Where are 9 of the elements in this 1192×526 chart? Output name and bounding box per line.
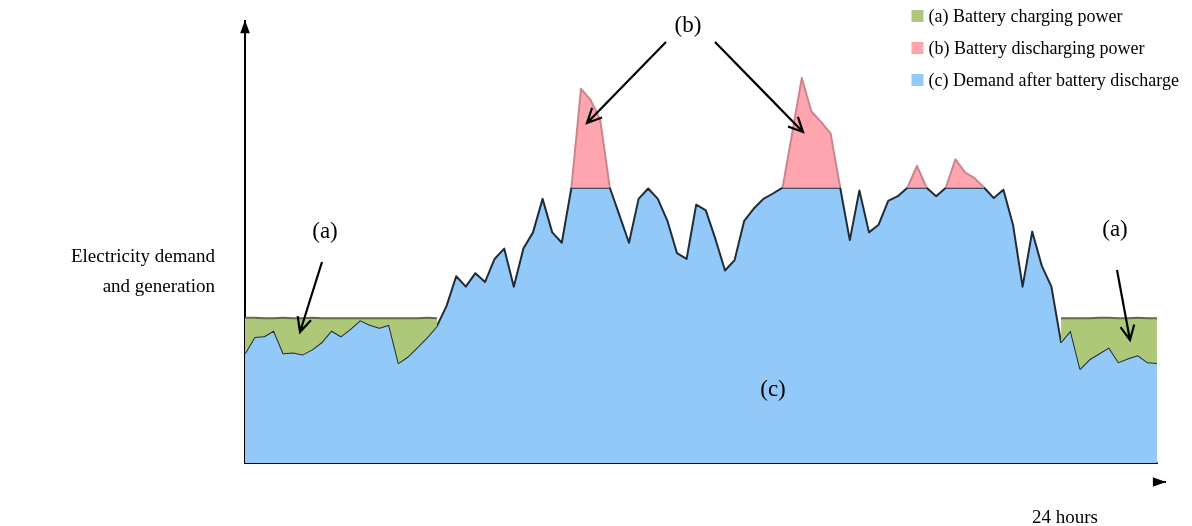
annotation: (a)	[1102, 216, 1128, 241]
annotation: (a)	[312, 218, 338, 243]
legend-label: (a) Battery charging power	[928, 6, 1123, 27]
text: (b)	[674, 12, 702, 37]
legend-label: (c) Demand after battery discharge	[928, 70, 1180, 91]
annotation: (c)	[760, 376, 786, 401]
x-axis-title: 24 hours	[1032, 506, 1098, 526]
legend-label: (b) Battery discharging power	[928, 38, 1145, 59]
y-axis-title: Electricity demand and generation	[70, 245, 216, 296]
